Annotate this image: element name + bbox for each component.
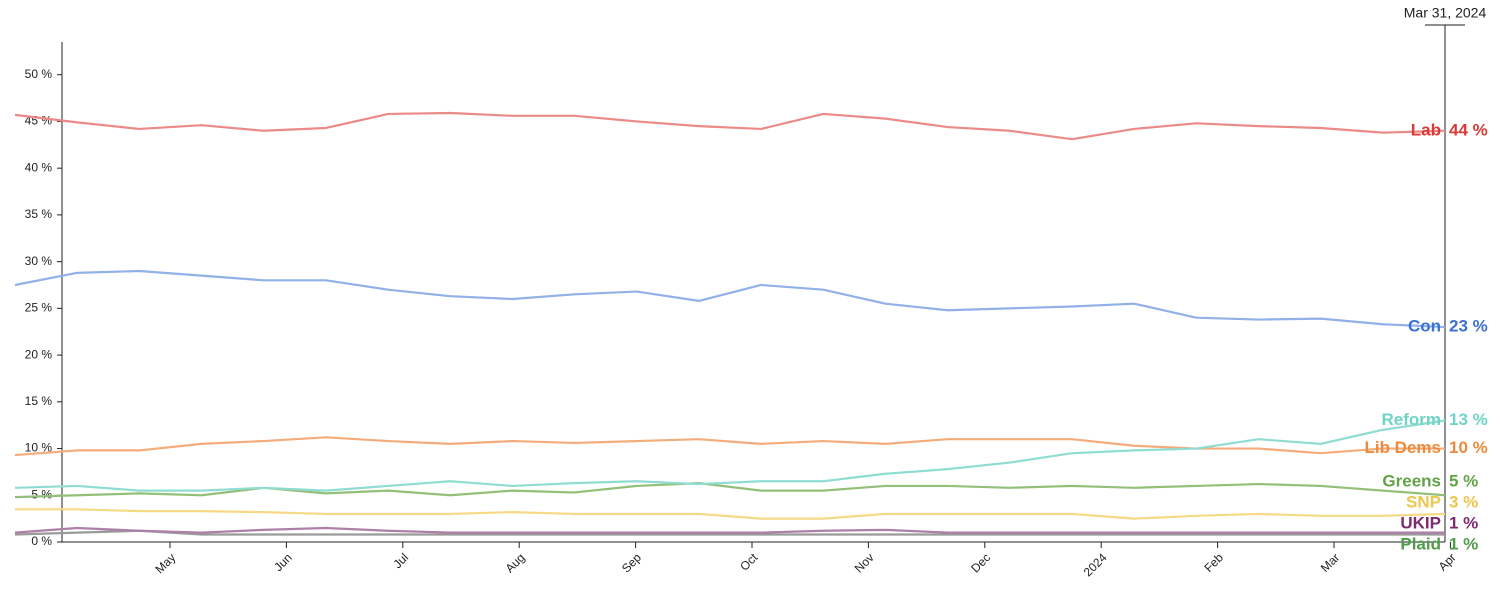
series-line bbox=[14, 269, 1446, 329]
series-name-label: Plaid bbox=[1400, 534, 1441, 553]
x-tick-label: May bbox=[152, 550, 178, 576]
series-line bbox=[14, 529, 1445, 536]
x-tick-label: Feb bbox=[1201, 550, 1226, 575]
series-value-label: 3 % bbox=[1449, 492, 1478, 511]
series-value-label: 44 % bbox=[1449, 120, 1488, 139]
x-tick-label: Jun bbox=[271, 550, 295, 574]
x-tick-label: Sep bbox=[619, 550, 644, 575]
x-tick-label: Apr bbox=[1436, 550, 1459, 573]
series-line bbox=[14, 111, 1446, 141]
y-tick-label: 30 % bbox=[25, 254, 53, 268]
x-tick-label: 2024 bbox=[1081, 550, 1110, 579]
y-tick-label: 15 % bbox=[25, 394, 53, 408]
y-tick-label: 25 % bbox=[25, 301, 53, 315]
series-name-label: Lab bbox=[1411, 120, 1441, 139]
y-tick-label: 35 % bbox=[25, 207, 53, 221]
y-tick-label: 40 % bbox=[25, 160, 53, 174]
series-value-label: 13 % bbox=[1449, 410, 1488, 429]
series-name-label: SNP bbox=[1406, 492, 1441, 511]
y-tick-label: 20 % bbox=[25, 347, 53, 361]
y-tick-label: 5 % bbox=[31, 487, 52, 501]
x-tick-label: Mar bbox=[1318, 550, 1343, 575]
y-tick-label: 50 % bbox=[25, 67, 53, 81]
series-name-label: Greens bbox=[1382, 471, 1441, 490]
series-name-label: Con bbox=[1408, 317, 1441, 336]
cursor-label: Mar 31, 2024 bbox=[1404, 5, 1487, 21]
y-tick-label: 10 % bbox=[25, 441, 53, 455]
series-line bbox=[15, 508, 1446, 520]
series-value-label: 5 % bbox=[1449, 471, 1478, 490]
x-tick-label: Nov bbox=[852, 550, 877, 575]
series-name-label: UKIP bbox=[1400, 513, 1441, 532]
series-line bbox=[14, 419, 1446, 492]
series-name-label: Lib Dems bbox=[1364, 438, 1441, 457]
y-tick-label: 0 % bbox=[31, 534, 52, 548]
series-value-label: 1 % bbox=[1449, 513, 1478, 532]
x-tick-label: Aug bbox=[503, 550, 528, 575]
x-tick-label: Jul bbox=[390, 550, 411, 571]
series-line bbox=[14, 436, 1445, 457]
series-name-label: Reform bbox=[1381, 410, 1441, 429]
series-line bbox=[14, 526, 1445, 534]
series-value-label: 1 % bbox=[1449, 534, 1478, 553]
series-value-label: 23 % bbox=[1449, 317, 1488, 336]
x-tick-label: Dec bbox=[968, 550, 993, 575]
x-tick-label: Oct bbox=[737, 550, 761, 574]
series-value-label: 10 % bbox=[1449, 438, 1488, 457]
